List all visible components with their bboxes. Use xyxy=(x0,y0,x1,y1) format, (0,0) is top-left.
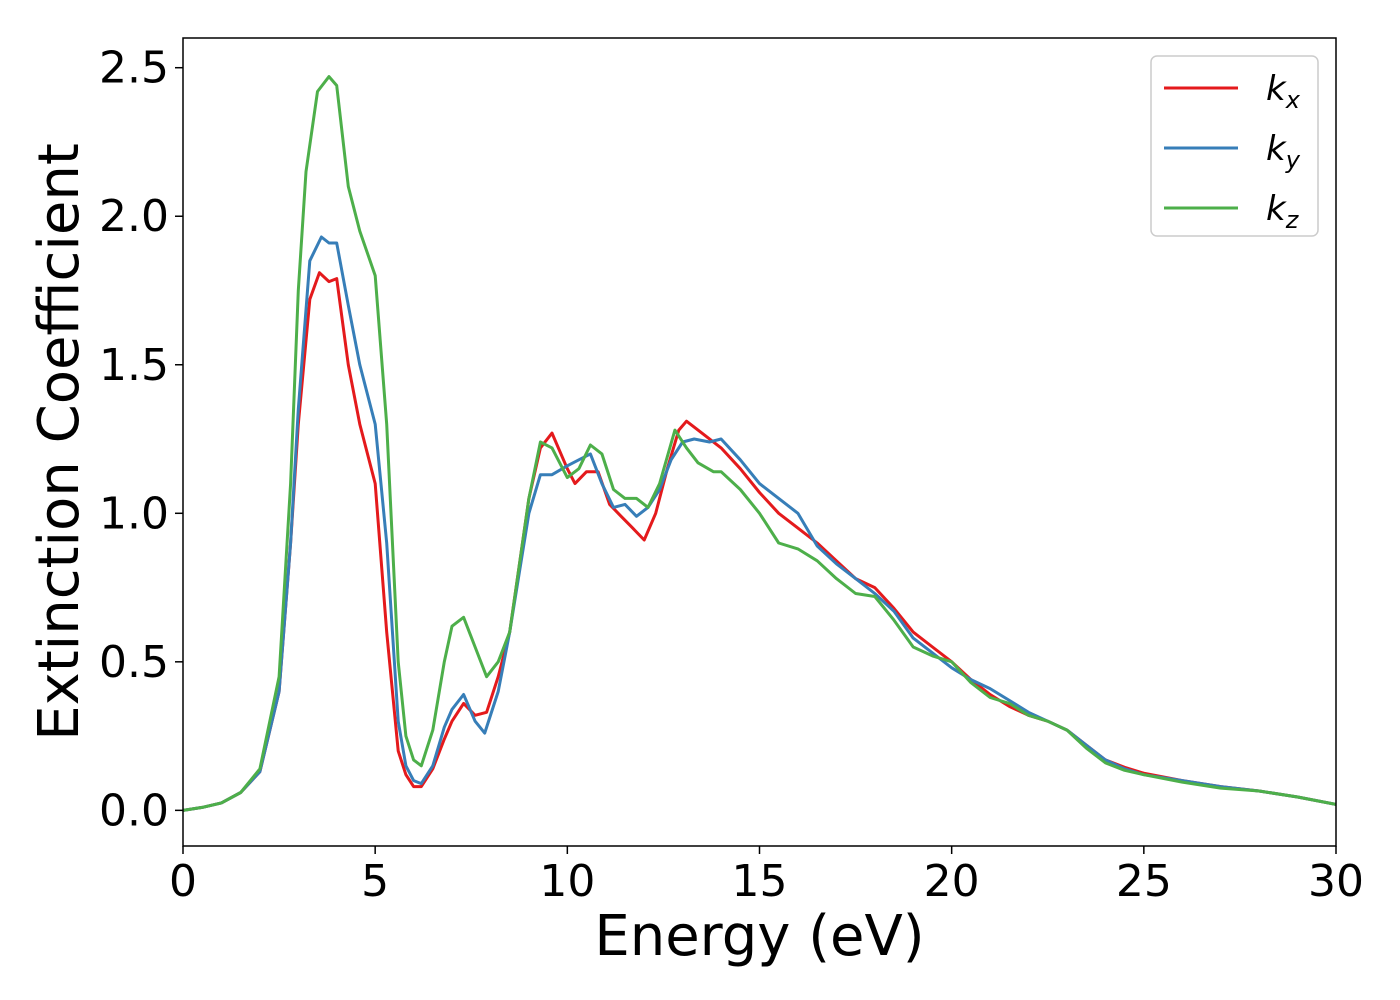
legend-label-z: kz xyxy=(1266,189,1300,234)
x-axis-title: Energy (eV) xyxy=(594,904,924,969)
y-axis-title: Extinction Coefficient xyxy=(27,143,92,741)
legend-box xyxy=(1150,55,1319,237)
y-tick-label: 2.0 xyxy=(99,191,169,242)
x-tick-label: 25 xyxy=(1116,856,1172,907)
series-line-y xyxy=(183,235,1336,812)
legend-label-x: kx xyxy=(1266,69,1301,114)
y-tick-label: 1.5 xyxy=(99,340,169,391)
x-tick-label: 30 xyxy=(1308,856,1364,907)
y-tick-label: 2.5 xyxy=(99,43,169,94)
y-tick-label: 1.0 xyxy=(99,488,169,539)
legend: kx ky kz xyxy=(1150,55,1319,237)
x-tick-label: 0 xyxy=(169,856,197,907)
series-line-z xyxy=(183,75,1336,812)
x-tick-label: 15 xyxy=(732,856,788,907)
x-axis-ticks: 0 5 10 15 20 25 30 xyxy=(169,846,1364,907)
x-tick-label: 10 xyxy=(539,856,595,907)
series-line-x xyxy=(183,271,1336,812)
legend-label-y: ky xyxy=(1266,129,1301,174)
plot-lines xyxy=(183,75,1336,812)
x-tick-label: 20 xyxy=(924,856,980,907)
x-tick-label: 5 xyxy=(361,856,389,907)
y-axis-ticks: 0.0 0.5 1.0 1.5 2.0 2.5 xyxy=(99,43,183,836)
y-tick-label: 0.5 xyxy=(99,637,169,688)
y-tick-label: 0.0 xyxy=(99,785,169,836)
